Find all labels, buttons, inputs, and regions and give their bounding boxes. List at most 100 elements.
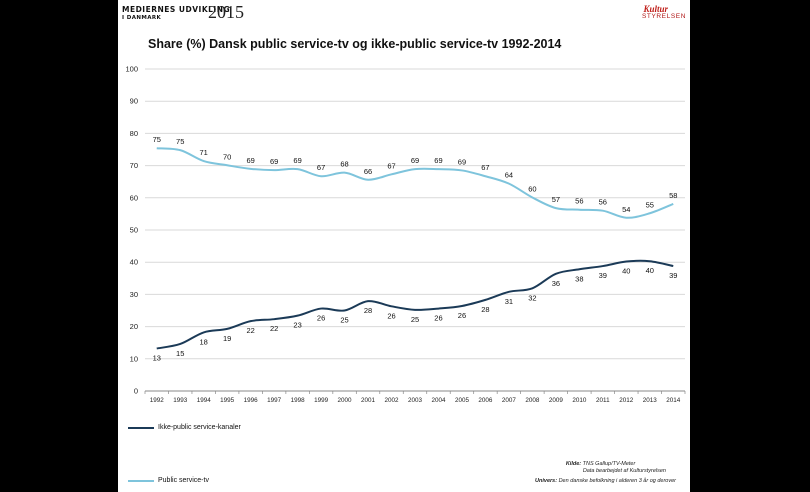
chart-title: Share (%) Dansk public service-tv og ikk… — [148, 37, 562, 51]
series-line-ikke-public-service — [156, 259, 674, 350]
x-tick-label: 2007 — [502, 397, 517, 404]
legend-label: Public service-tv — [158, 477, 209, 484]
brand-title: MEDIERNES UDVIKLING — [122, 5, 231, 14]
data-label-ikke-public-service: 18 — [200, 337, 208, 346]
data-label-ikke-public-service: 19 — [223, 334, 231, 343]
data-label-ikke-public-service: 32 — [528, 293, 536, 302]
data-label-ikke-public-service: 26 — [317, 314, 325, 323]
data-label-ikke-public-service: 25 — [411, 315, 419, 324]
data-label-ikke-public-service: 26 — [434, 314, 442, 323]
data-label-ikke-public-service: 28 — [481, 305, 489, 314]
y-tick-label: 100 — [125, 65, 138, 74]
data-label-public-service: 71 — [200, 148, 208, 157]
brand-year: 2015 — [208, 2, 244, 22]
data-label-public-service: 69 — [411, 156, 419, 165]
data-label-public-service: 58 — [669, 191, 677, 200]
data-label-ikke-public-service: 26 — [387, 311, 395, 320]
x-tick-label: 2011 — [596, 397, 610, 404]
data-label-public-service: 55 — [646, 200, 654, 209]
source-kilde-label: Kilde: — [565, 461, 582, 467]
legend-swatch — [128, 480, 154, 482]
data-label-ikke-public-service: 28 — [364, 306, 372, 315]
data-label-public-service: 67 — [481, 163, 489, 172]
x-tick-label: 1996 — [244, 397, 259, 404]
data-label-ikke-public-service: 38 — [575, 274, 583, 283]
legend-item: Ikke-public service-kanaler — [128, 423, 248, 432]
x-tick-label: 1997 — [267, 397, 282, 404]
data-label-ikke-public-service: 31 — [505, 297, 513, 306]
source-kilde-line2: Data bearbejdet af Kulturstyrelsen — [582, 468, 666, 474]
logo-text: STYRELSEN — [641, 13, 686, 20]
brand-subtitle: I DANMARK — [122, 15, 162, 21]
data-label-ikke-public-service: 26 — [458, 311, 466, 320]
data-label-public-service: 69 — [458, 157, 466, 166]
data-label-public-service: 69 — [293, 156, 301, 165]
data-label-public-service: 57 — [552, 195, 560, 204]
legend-swatch — [128, 427, 154, 429]
source-kilde-value: TNS Gallup/TV-Meter — [582, 461, 636, 467]
y-tick-label: 0 — [134, 387, 138, 396]
y-tick-label: 40 — [130, 258, 138, 267]
data-label-public-service: 75 — [153, 135, 161, 144]
data-label-public-service: 75 — [176, 137, 184, 146]
x-tick-label: 1993 — [173, 397, 188, 404]
data-label-public-service: 64 — [505, 171, 513, 180]
data-label-public-service: 66 — [364, 167, 372, 176]
data-label-ikke-public-service: 22 — [270, 324, 278, 333]
logo-script: Kultur — [643, 4, 668, 14]
data-label-public-service: 67 — [317, 163, 325, 172]
data-label-public-service: 54 — [622, 205, 630, 214]
x-tick-label: 2014 — [666, 397, 681, 404]
x-tick-label: 2009 — [549, 397, 564, 404]
data-label-ikke-public-service: 39 — [599, 271, 607, 280]
x-tick-label: 2006 — [478, 397, 493, 404]
x-tick-label: 2008 — [525, 397, 540, 404]
x-tick-label: 2003 — [408, 397, 423, 404]
report-page: MEDIERNES UDVIKLING I DANMARK 2015 Kultu… — [118, 0, 690, 492]
x-tick-label: 1998 — [291, 397, 306, 404]
data-label-public-service: 56 — [599, 198, 607, 207]
x-tick-label: 1995 — [220, 397, 235, 404]
y-tick-label: 60 — [130, 193, 138, 202]
brand-block: MEDIERNES UDVIKLING I DANMARK 2015 — [122, 2, 244, 22]
line-chart: 0 10 20 30 40 50 60 70 80 90 100 1992 1993 1994 1995 19… — [125, 65, 686, 404]
data-label-ikke-public-service: 40 — [622, 267, 630, 276]
y-tick-label: 80 — [130, 129, 138, 138]
data-label-ikke-public-service: 22 — [246, 326, 254, 335]
y-tick-label: 10 — [130, 354, 138, 363]
y-tick-label: 70 — [130, 161, 138, 170]
data-label-ikke-public-service: 25 — [340, 316, 348, 325]
legend-item: Public service-tv — [128, 476, 248, 485]
data-label-ikke-public-service: 13 — [153, 353, 161, 362]
data-label-public-service: 67 — [387, 161, 395, 170]
x-tick-label: 2005 — [455, 397, 470, 404]
x-tick-label: 1999 — [314, 397, 329, 404]
data-label-public-service: 60 — [528, 184, 536, 193]
kulturstyrelsen-logo: Kultur STYRELSEN — [630, 4, 686, 20]
universe-label: Univers: — [535, 478, 558, 484]
y-tick-label: 30 — [130, 290, 138, 299]
x-tick-label: 2013 — [643, 397, 658, 404]
legend-label: Ikke-public service-kanaler — [158, 424, 241, 431]
data-label-public-service: 69 — [246, 156, 254, 165]
data-label-public-service: 69 — [270, 157, 278, 166]
y-tick-label: 90 — [130, 97, 138, 106]
data-label-ikke-public-service: 36 — [552, 279, 560, 288]
x-tick-label: 2012 — [619, 397, 634, 404]
y-tick-label: 50 — [130, 226, 138, 235]
x-tick-label: 1994 — [197, 397, 212, 404]
x-tick-label: 1992 — [150, 397, 165, 404]
x-tick-label: 2010 — [572, 397, 587, 404]
x-tick-label: 2002 — [385, 397, 400, 404]
universe-note: Univers: Den danske befolkning i alderen… — [535, 478, 676, 485]
series-line-public-service — [156, 147, 674, 219]
data-label-public-service: 68 — [340, 160, 348, 169]
source-note: Kilde: TNS Gallup/TV-Meter Data bearbejd… — [566, 461, 666, 475]
data-label-public-service: 70 — [223, 152, 231, 161]
data-label-ikke-public-service: 23 — [293, 321, 301, 330]
x-tick-label: 2004 — [431, 397, 446, 404]
universe-value: Den danske befolkning i alderen 3 år og … — [558, 478, 676, 484]
data-label-ikke-public-service: 40 — [646, 266, 654, 275]
data-label-public-service: 69 — [434, 156, 442, 165]
data-label-public-service: 56 — [575, 197, 583, 206]
